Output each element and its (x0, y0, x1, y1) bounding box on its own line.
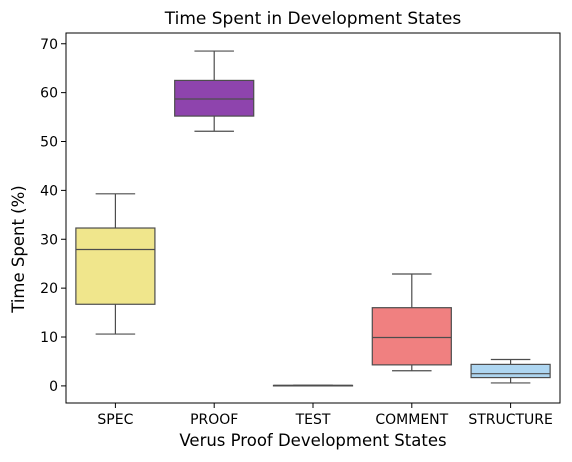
x-tick-label: STRUCTURE (468, 412, 553, 428)
x-tick-label: SPEC (97, 412, 133, 428)
y-tick-label: 50 (40, 135, 58, 151)
x-tick-label: TEST (295, 412, 331, 428)
box-structure (470, 363, 551, 379)
plot-area: 0 10 20 30 40 50 60 70 SPEC PROOF TEST COMMENT STRUC… (40, 32, 561, 428)
plot-frame (65, 32, 561, 404)
y-tick-label: 60 (40, 86, 58, 102)
y-tick-label: 20 (40, 281, 58, 297)
x-tick-label: PROOF (190, 412, 238, 428)
box-comment (371, 307, 452, 366)
chart-title: Time Spent in Development States (164, 9, 462, 29)
y-tick-label: 10 (40, 330, 58, 346)
y-axis-label: Time Spent (%) (9, 185, 28, 313)
x-axis-label: Verus Proof Development States (179, 431, 446, 450)
y-tick-label: 70 (40, 37, 58, 53)
y-tick-label: 40 (40, 183, 58, 199)
y-tick-label: 30 (40, 232, 58, 248)
box-spec (75, 227, 156, 305)
box-proof (174, 79, 255, 117)
y-tick-label: 0 (49, 379, 58, 395)
x-tick-label: COMMENT (375, 412, 448, 428)
